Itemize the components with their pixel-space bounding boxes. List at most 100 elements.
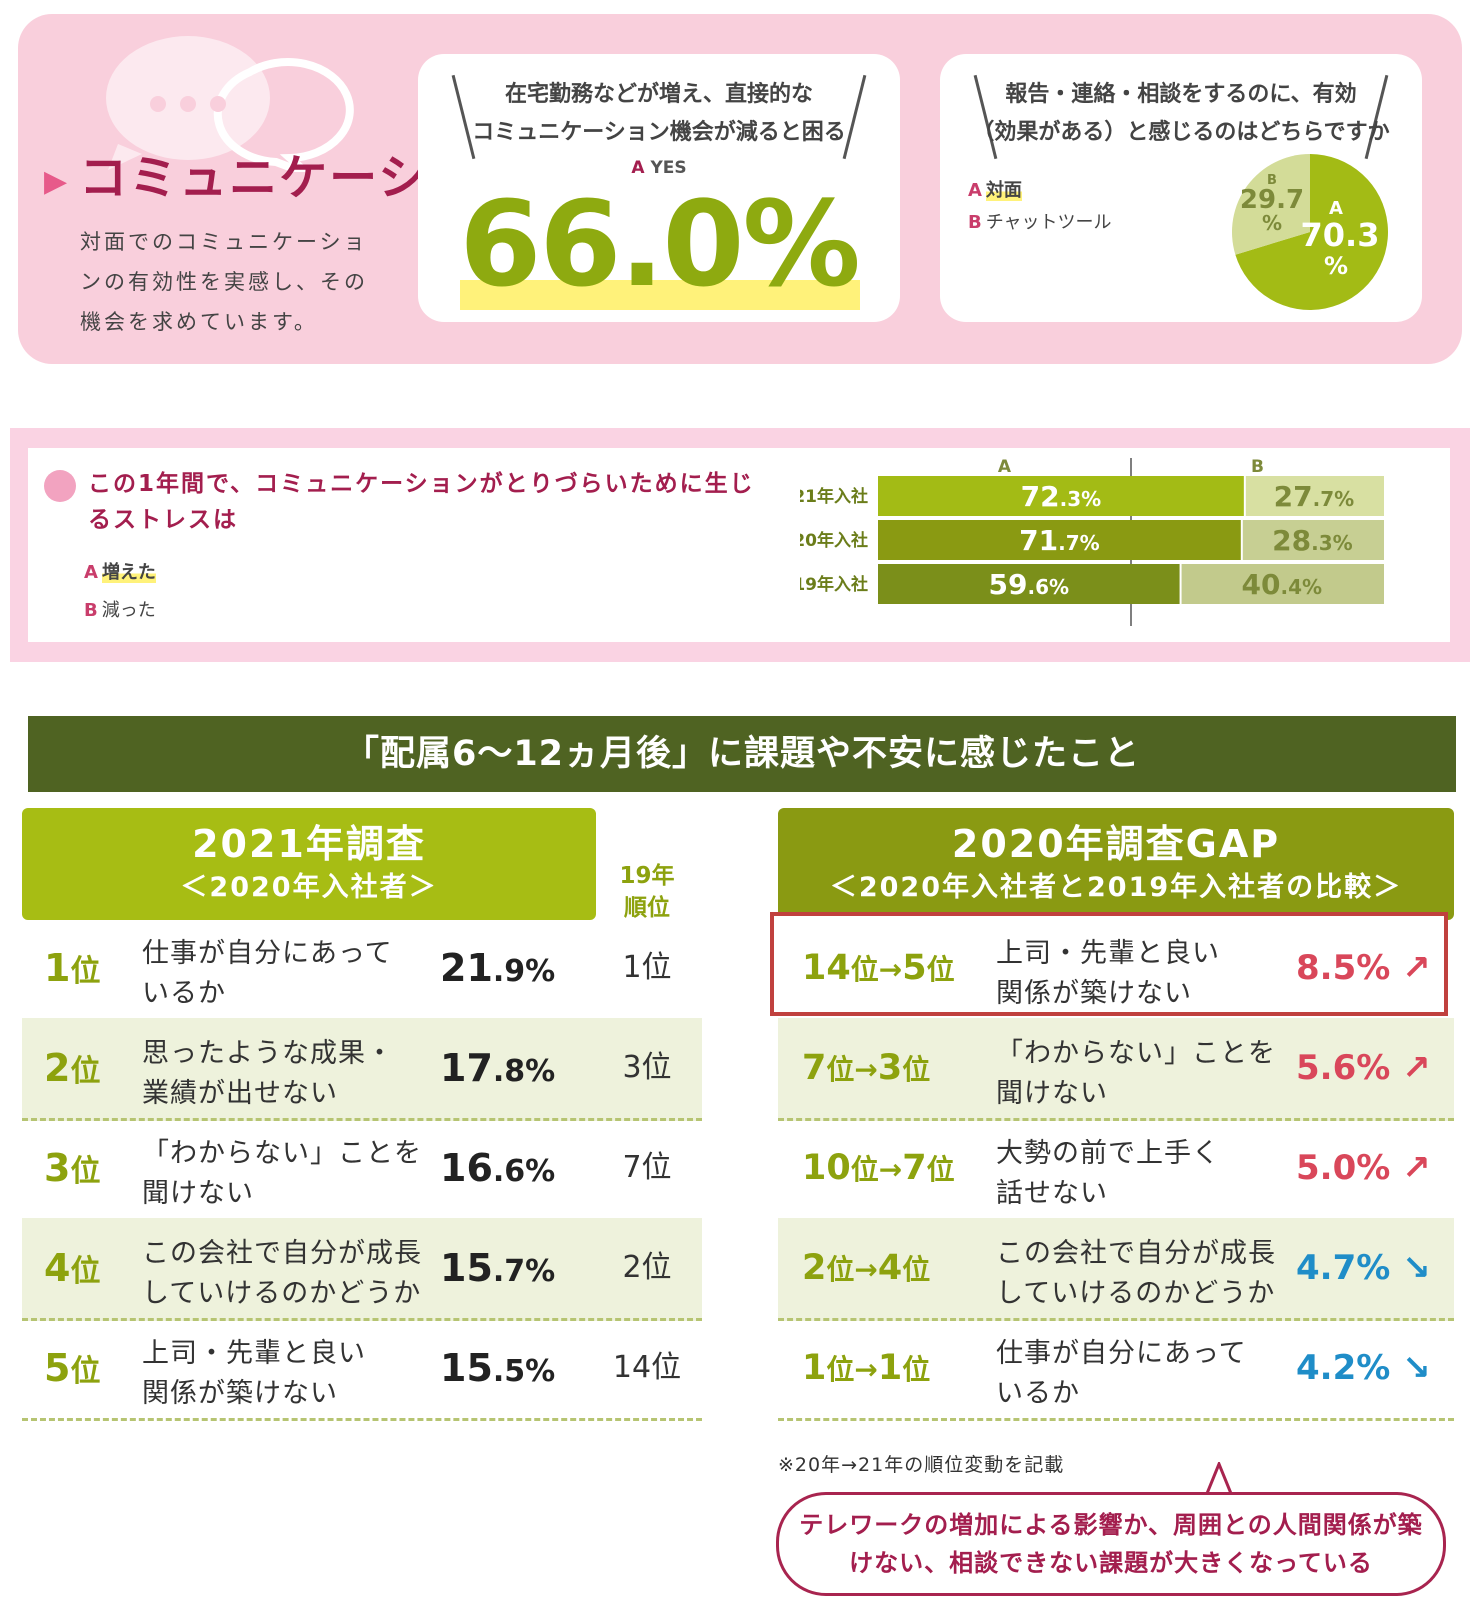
item-text: 上司・先輩と良い 関係が築けない [996, 934, 1220, 1014]
item-line-1: 大勢の前で上手く [996, 1138, 1220, 1169]
gap-value: 8.5% [1296, 948, 1391, 988]
bar-b [1242, 520, 1384, 560]
item-text: 仕事が自分にあって いるか [996, 1334, 1247, 1414]
bar-a [878, 564, 1180, 604]
item-line-1: この会社で自分が成長 [996, 1238, 1276, 1269]
gap-percentage: 8.5% ↗ [1296, 918, 1431, 1018]
rank-number: 3位 [44, 1118, 100, 1218]
item-text: この会社で自分が成長 していけるのかどうか [142, 1234, 422, 1314]
percentage-int: 16 [440, 1146, 493, 1190]
arrow-right-icon: → [878, 1153, 903, 1186]
item-line-2: 聞けない [142, 1178, 254, 1209]
arrow-right-icon: → [854, 1053, 878, 1086]
bar-b [1245, 476, 1384, 516]
header-2021-survey: 2021年調査 ＜2020年入社者＞ [22, 808, 596, 920]
rank-suffix: 位 [902, 1053, 931, 1086]
question-text: 報告・連絡・相談をするのに、有効 （効果がある）と感じるのはどちらですか [940, 76, 1422, 152]
item-text: 仕事が自分にあって いるか [142, 934, 393, 1014]
rank-change: 14位→5位 [802, 918, 955, 1018]
item-text: 「わからない」ことを 聞けない [996, 1034, 1276, 1114]
stress-option-b: B 減った [84, 596, 156, 622]
rank-change: 1位→1位 [802, 1318, 930, 1418]
gap-percentage: 5.0% ↗ [1296, 1118, 1431, 1218]
item-text: 大勢の前で上手く 話せない [996, 1134, 1220, 1214]
gap-row: 2位→4位 この会社で自分が成長 していけるのかどうか 4.7% ↘ [778, 1218, 1454, 1321]
rank-suffix: 位 [70, 1254, 101, 1289]
category-label: 20年入社 [800, 530, 868, 551]
item-text: 思ったような成果・ 業績が出せない [142, 1034, 394, 1114]
gap-row: 1位→1位 仕事が自分にあって いるか 4.2% ↘ [778, 1318, 1454, 1421]
percentage-dec: .6% [492, 1154, 556, 1189]
item-line-1: この会社で自分が成長 [142, 1238, 422, 1269]
ranking-banner: 「配属6〜12ヵ月後」に課題や不安に感じたこと [28, 716, 1456, 792]
stress-question: この1年間で、コミュニケーションがとりづらいために生じるストレスは [88, 471, 755, 533]
rank-to: 7 [902, 1148, 927, 1188]
option-label: 対面 [985, 180, 1022, 201]
option-label: 減った [101, 600, 156, 621]
ranking-row: 2位 思ったような成果・ 業績が出せない 17.8% 3位 [22, 1018, 702, 1121]
header-19-line2: 順位 [624, 895, 670, 921]
pie-slice-a [1235, 154, 1388, 310]
rank-number: 1位 [44, 918, 100, 1018]
question-card-effective: 報告・連絡・相談をするのに、有効 （効果がある）と感じるのはどちらですか A 対面… [940, 54, 1422, 322]
arrow-right-icon: → [878, 953, 903, 986]
speech-bubble-icon [106, 36, 354, 172]
question-line-1: 報告・連絡・相談をするのに、有効 [1005, 82, 1357, 107]
gap-value: 5.0% [1296, 1148, 1391, 1188]
rank-from: 14 [802, 948, 851, 988]
rank-19: 14位 [612, 1350, 682, 1385]
footnote: ※20年→21年の順位変動を記載 [778, 1454, 1065, 1476]
pie-slice-b [1232, 154, 1310, 255]
pie-b-value: 29.7 [1240, 185, 1304, 215]
legend-b: B [1251, 458, 1264, 477]
percentage-int: 17 [440, 1046, 493, 1090]
option-key: B [968, 212, 982, 233]
communication-description: 対面でのコミュニケーションの有効性を実感し、その機会を求めています。 [80, 230, 368, 334]
rank-value: 4 [44, 1246, 71, 1290]
stress-option-a: A 増えた [84, 558, 156, 584]
answer-label: A YES [418, 158, 900, 178]
header-2020-subtitle: ＜2020年入社者と2019年入社者の比較＞ [829, 872, 1403, 903]
option-a: A 対面 [968, 176, 1022, 202]
rank-suffix: 位 [826, 1353, 855, 1386]
item-line-2: 業績が出せない [142, 1078, 338, 1109]
option-key: B [84, 600, 98, 621]
percentage: 21.9% [440, 918, 555, 1018]
percentage: 17.8% [440, 1018, 555, 1118]
trend-arrow-icon: ↘ [1402, 1348, 1431, 1388]
callout-bubble [776, 1492, 1446, 1596]
pie-b-key: B [1267, 173, 1277, 188]
rank-suffix: 位 [850, 1153, 879, 1186]
item-line-1: 「わからない」ことを [142, 1138, 422, 1169]
option-label: チャットツール [985, 212, 1112, 233]
category-label: 21年入社 [800, 486, 868, 507]
percentage-dec: .5% [492, 1354, 556, 1389]
rank-value: 2 [44, 1046, 71, 1090]
header-2020-title: 2020年調査GAP [951, 822, 1281, 866]
rank-from: 2 [802, 1248, 827, 1288]
gap-value: 4.2% [1296, 1348, 1391, 1388]
trend-arrow-icon: ↘ [1402, 1248, 1431, 1288]
rank-value: 5 [44, 1346, 71, 1390]
header-2021-subtitle: ＜2020年入社者＞ [180, 872, 438, 903]
rank-suffix: 位 [70, 1354, 101, 1389]
item-text: 上司・先輩と良い 関係が築けない [142, 1334, 366, 1414]
rank-suffix: 位 [826, 1053, 855, 1086]
item-line-2: していけるのかどうか [142, 1278, 422, 1309]
rank-19: 3位 [622, 1050, 672, 1085]
item-line-2: 関係が築けない [996, 978, 1192, 1009]
percentage-dec: .7% [492, 1254, 556, 1289]
rank-number: 4位 [44, 1218, 100, 1318]
rank-suffix: 位 [902, 1353, 931, 1386]
rank-number: 2位 [44, 1018, 100, 1118]
option-label: 増えた [101, 562, 156, 583]
gap-row: 10位→7位 大勢の前で上手く 話せない 5.0% ↗ [778, 1118, 1454, 1221]
rank-19: 2位 [622, 1250, 672, 1285]
rank-value: 1 [44, 946, 71, 990]
percentage-int: 15 [440, 1246, 493, 1290]
option-b: B チャットツール [968, 208, 1112, 234]
bullet-dot-icon [44, 470, 76, 502]
highlight-bar [460, 280, 860, 310]
rank-to: 5 [902, 948, 927, 988]
